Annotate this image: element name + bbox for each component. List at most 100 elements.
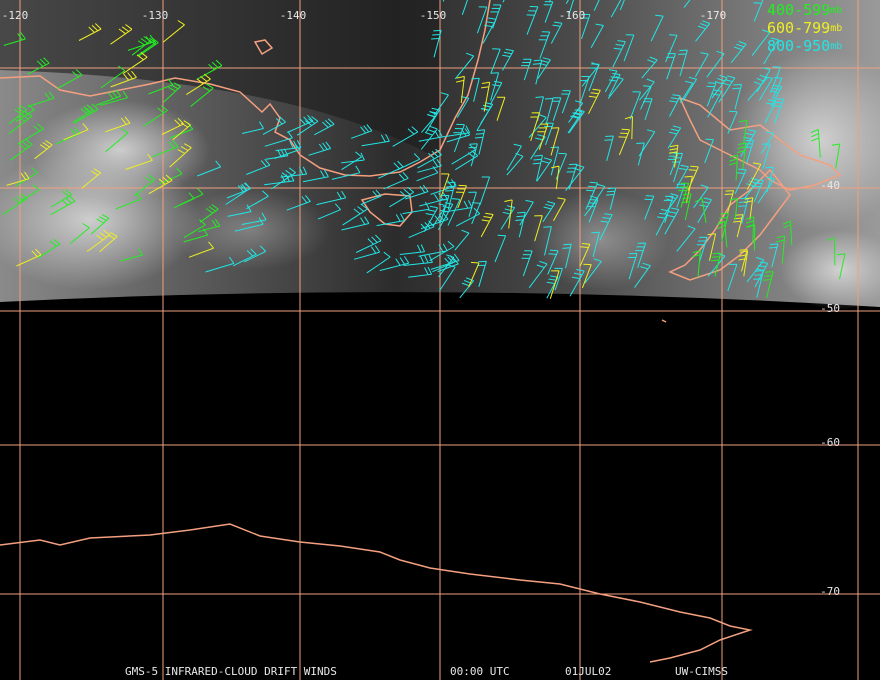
wind-barb xyxy=(197,160,222,177)
wind-barb xyxy=(770,84,783,107)
wind-barb xyxy=(772,98,785,124)
wind-barb xyxy=(579,243,591,267)
wind-barb xyxy=(745,216,755,244)
wind-barb xyxy=(443,200,473,213)
wind-barb xyxy=(468,261,480,288)
wind-barb xyxy=(528,260,548,289)
wind-barb xyxy=(612,40,626,68)
wind-barb xyxy=(590,23,604,48)
wind-barb xyxy=(542,201,556,223)
wind-barb xyxy=(302,169,329,183)
wind-barb xyxy=(19,184,40,203)
wind-barb xyxy=(95,89,122,106)
wind-barb xyxy=(420,212,449,230)
wind-barb xyxy=(581,263,592,289)
wind-barb xyxy=(3,32,26,46)
wind-barb xyxy=(226,182,251,199)
wind-barb xyxy=(528,114,547,138)
wind-barb xyxy=(287,114,314,133)
wind-barb xyxy=(148,78,174,95)
wind-barb xyxy=(275,140,302,152)
wind-barb xyxy=(704,138,714,164)
wind-barb xyxy=(608,72,621,97)
wind-barb xyxy=(739,249,748,272)
wind-barb xyxy=(314,118,335,136)
legend-level: 800-950 xyxy=(767,37,830,55)
wind-barb xyxy=(753,0,764,22)
wind-barb xyxy=(692,250,701,278)
wind-barb xyxy=(547,249,559,275)
wind-barb xyxy=(72,104,94,123)
wind-barb xyxy=(640,85,652,110)
wind-barb xyxy=(551,97,562,121)
wind-barb xyxy=(693,184,709,208)
wind-barb xyxy=(403,254,433,266)
wind-barb xyxy=(743,177,759,200)
footer-text: UW-CIMSS xyxy=(675,665,728,678)
wind-barb xyxy=(587,199,599,223)
wind-barb xyxy=(73,103,99,124)
legend-entry: 400-599mb xyxy=(767,1,842,19)
wind-barb xyxy=(687,165,699,191)
wind-barb xyxy=(546,275,559,299)
wind-barb xyxy=(417,159,442,173)
wind-barb xyxy=(636,142,645,166)
wind-barb xyxy=(641,56,658,79)
wind-barb xyxy=(317,203,341,220)
wind-barb xyxy=(172,120,191,141)
wind-barb xyxy=(694,52,709,78)
wind-barb xyxy=(580,13,591,39)
wind-barb xyxy=(342,203,368,226)
wind-barb xyxy=(682,76,698,101)
wind-barb xyxy=(638,129,656,157)
wind-barb xyxy=(734,168,747,194)
wind-barb xyxy=(17,123,44,145)
wind-barb xyxy=(543,1,554,23)
wind-barb xyxy=(461,0,469,15)
wind-barb xyxy=(232,248,257,267)
wind-barb xyxy=(392,126,419,147)
wind-barb xyxy=(479,176,491,205)
wind-barb xyxy=(607,76,624,100)
wind-barb xyxy=(550,21,563,44)
wind-barb xyxy=(419,191,448,207)
wind-barb xyxy=(423,205,439,233)
wind-barb xyxy=(550,127,560,156)
wind-barb xyxy=(120,248,144,262)
wind-barb xyxy=(500,205,516,230)
wind-barb xyxy=(445,181,456,210)
wind-barb xyxy=(553,197,566,222)
wind-barb xyxy=(521,250,533,277)
wind-barb xyxy=(432,256,454,273)
wind-barb xyxy=(418,129,443,142)
wind-barb xyxy=(190,83,214,107)
wind-barb xyxy=(710,252,722,277)
wind-barb xyxy=(519,199,534,226)
wind-barb xyxy=(440,173,450,197)
wind-barb xyxy=(37,238,61,259)
wind-barb xyxy=(476,6,488,34)
wind-barb xyxy=(747,74,768,101)
wind-barb xyxy=(684,175,693,204)
wind-barb xyxy=(729,197,738,221)
wind-barb xyxy=(568,0,574,17)
wind-barb xyxy=(695,20,711,42)
wind-barb xyxy=(454,52,475,80)
wind-barb xyxy=(738,197,749,224)
wind-barb xyxy=(377,160,404,179)
wind-barb xyxy=(418,243,448,257)
wind-barb xyxy=(644,195,655,220)
wind-barb xyxy=(63,123,89,141)
wind-barb xyxy=(624,116,633,140)
wind-barb xyxy=(751,29,771,56)
wind-barb xyxy=(379,256,410,272)
wind-barb xyxy=(776,235,786,264)
wind-barb xyxy=(502,48,514,71)
wind-barb xyxy=(50,195,76,216)
wind-barb xyxy=(162,20,185,43)
wind-barb xyxy=(471,202,481,225)
wind-barb xyxy=(246,190,269,210)
wind-barb xyxy=(562,243,572,269)
wind-barb xyxy=(366,251,391,274)
